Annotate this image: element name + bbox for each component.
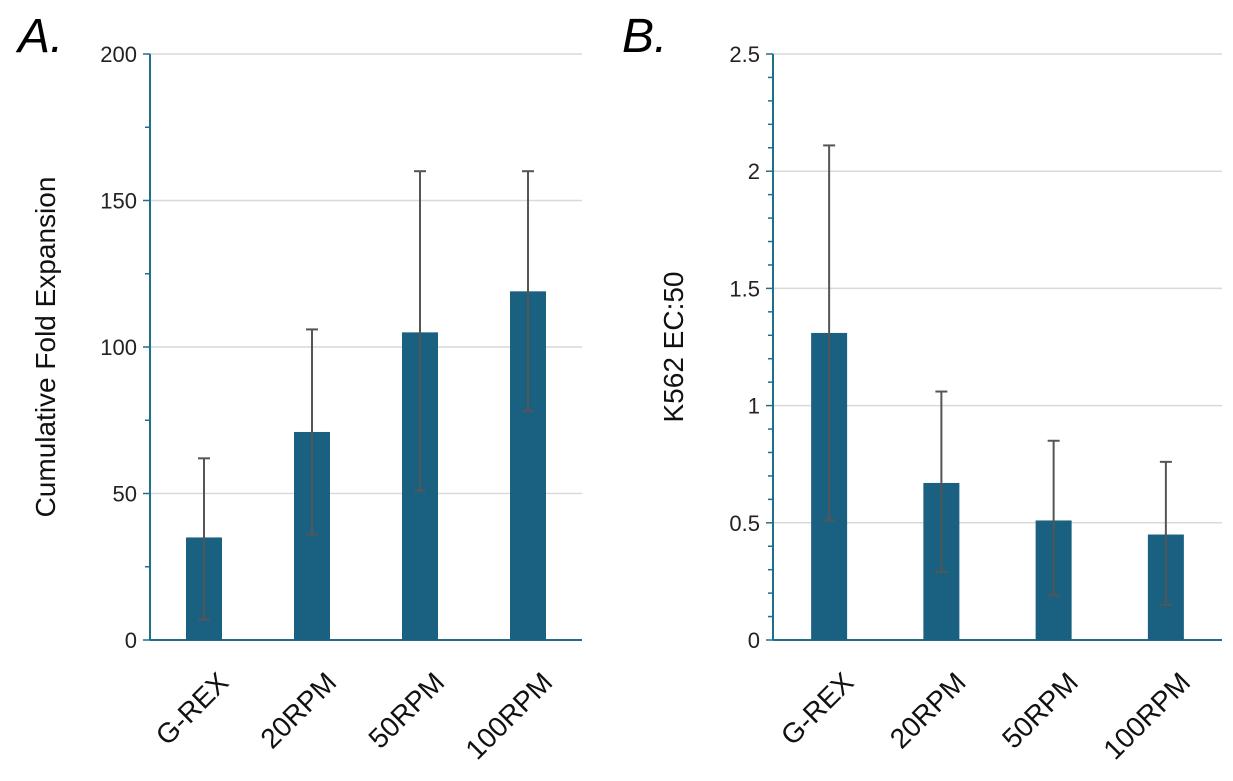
y-tick-label: 2.5 (729, 42, 760, 67)
x-category-label: 20RPM (254, 666, 342, 754)
panel-label: A. (15, 10, 63, 63)
y-tick-label: 1 (748, 394, 760, 419)
panel-label: B. (622, 10, 667, 63)
y-tick-label: 50 (113, 482, 137, 507)
y-tick-label: 1.5 (729, 276, 760, 301)
x-category-label: 50RPM (996, 666, 1084, 754)
panel-a-chart: A. 0 50 100 150 200 Cumulative Fold Expansion G… (15, 10, 582, 765)
y-tick-label: 0 (748, 628, 760, 653)
x-category-label: 100RPM (1097, 666, 1196, 765)
y-tick-label: 0.5 (729, 511, 760, 536)
x-category-label: 100RPM (459, 666, 558, 765)
y-axis-title: Cumulative Fold Expansion (30, 177, 61, 518)
y-tick-label: 200 (100, 42, 137, 67)
x-category-label: G-REX (150, 666, 235, 751)
y-axis-title: K562 EC:50 (658, 272, 689, 423)
y-tick-label: 150 (100, 189, 137, 214)
y-tick-label: 2 (748, 159, 760, 184)
x-category-label: 20RPM (884, 666, 972, 754)
y-tick-label: 0 (125, 628, 137, 653)
y-tick-label: 100 (100, 335, 137, 360)
x-category-label: 50RPM (362, 666, 450, 754)
x-category-label: G-REX (775, 666, 860, 751)
panel-b-chart: B. 0 0.5 1 1.5 2 2.5 K562 EC:50 G-REX 20RPM 50RPM 1… (622, 10, 1222, 765)
